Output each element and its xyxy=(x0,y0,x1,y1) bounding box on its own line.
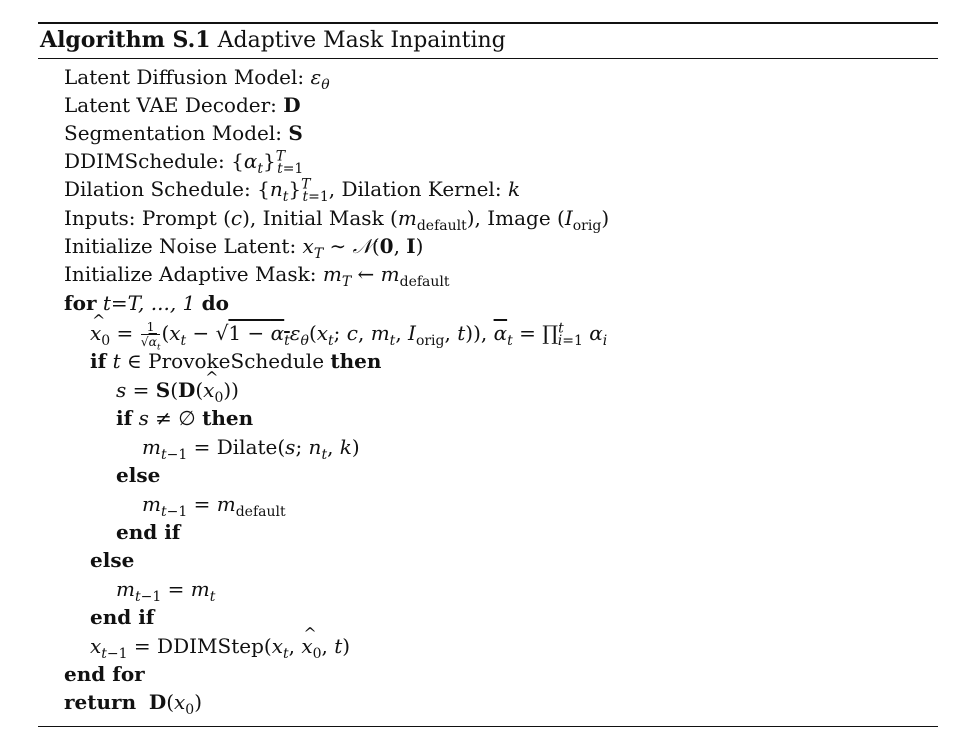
line-mask-keep: mt−1 = mt xyxy=(116,577,216,605)
line-init-mask: Initialize Adaptive Mask: mT ← mdefault xyxy=(64,262,450,290)
keyword-end-if: end if xyxy=(116,520,181,544)
line-dilate: mt−1 = Dilate(s; nt, k) xyxy=(142,435,360,463)
line-inputs: Inputs: Prompt (c), Initial Mask (mdefau… xyxy=(64,206,610,234)
line-text: DDIMSchedule: xyxy=(64,149,232,173)
line-ddim-schedule: DDIMSchedule: {αt}Tt=1 xyxy=(64,148,304,177)
line-mask-default: mt−1 = mdefault xyxy=(142,492,286,520)
line-text: , Dilation Kernel: xyxy=(328,177,508,201)
algorithm-label: Algorithm S.1 xyxy=(40,27,211,53)
line-segment: s = S(D(x0)) xyxy=(116,365,239,405)
algorithm-name: Adaptive Mask Inpainting xyxy=(217,28,506,53)
line-text: Dilation Schedule: xyxy=(64,177,258,201)
line-ddim-step: xt−1 = DDIMStep(xt, x0, t) xyxy=(90,621,350,661)
line-text: Initialize Noise Latent: xyxy=(64,234,303,258)
keyword-else: else xyxy=(90,548,135,572)
line-text: ), Image ( xyxy=(466,206,565,230)
provoke-schedule: ProvokeSchedule xyxy=(148,349,325,373)
for-range: t=T, ..., 1 xyxy=(102,291,196,315)
line-text: Initialize Adaptive Mask: xyxy=(64,262,323,286)
line-end-for: end for xyxy=(64,661,145,687)
line-dilation-schedule: Dilation Schedule: {nt}Tt=1, Dilation Ke… xyxy=(64,176,521,205)
line-text: Segmentation Model: xyxy=(64,121,289,145)
line-text: Latent VAE Decoder: xyxy=(64,93,284,117)
dilate-fn: Dilate xyxy=(216,435,278,459)
algorithm-title: Algorithm S.1 Adaptive Mask Inpainting xyxy=(40,26,506,55)
line-segmentation-model: Segmentation Model: S xyxy=(64,121,303,145)
keyword-end-if: end if xyxy=(90,605,155,629)
top-rule xyxy=(38,22,938,24)
line-else-inner: else xyxy=(116,462,160,488)
line-text: Latent Diffusion Model: xyxy=(64,65,311,89)
line-x0-estimate: x0 = 1√αt(xt − √1 − αtεθ(xt; c, mt, Iori… xyxy=(90,308,607,352)
line-if-provoke: if t ∈ ProvokeSchedule then xyxy=(90,349,382,373)
keyword-then: then xyxy=(330,349,382,373)
header-rule xyxy=(38,58,938,59)
line-if-nonempty: if s ≠ ∅ then xyxy=(116,406,254,430)
line-vae-decoder: Latent VAE Decoder: D xyxy=(64,93,301,117)
keyword-do: do xyxy=(201,291,229,315)
ddimstep-fn: DDIMStep xyxy=(157,634,264,658)
keyword-end-for: end for xyxy=(64,662,145,686)
keyword-if: if xyxy=(116,406,133,430)
line-else-outer: else xyxy=(90,547,134,573)
line-return: return D(x0) xyxy=(64,690,203,718)
keyword-then: then xyxy=(202,406,254,430)
line-init-noise: Initialize Noise Latent: xT ∼ 𝒩(0, I) xyxy=(64,234,424,262)
line-for: for t=T, ..., 1 do xyxy=(64,290,229,316)
line-endif-inner: end if xyxy=(116,519,180,545)
line-text: Inputs: Prompt ( xyxy=(64,206,231,230)
bottom-rule xyxy=(38,726,938,727)
keyword-else: else xyxy=(116,463,161,487)
line-endif-outer: end if xyxy=(90,604,154,630)
line-diffusion-model: Latent Diffusion Model: εθ xyxy=(64,65,330,93)
keyword-if: if xyxy=(90,349,107,373)
line-text: ), Initial Mask ( xyxy=(242,206,398,230)
keyword-return: return xyxy=(64,690,137,714)
